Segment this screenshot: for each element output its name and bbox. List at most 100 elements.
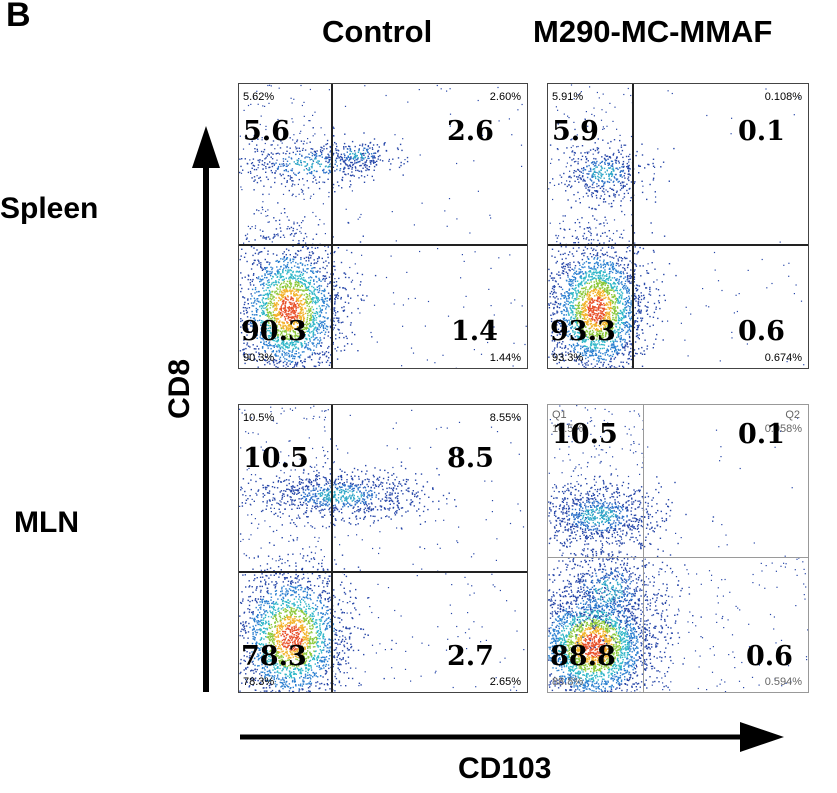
event-dot [305,343,307,345]
event-dot [322,169,324,172]
event-dot [363,164,366,167]
event-dot [597,239,599,242]
event-dot [325,260,327,262]
event-dot [289,342,291,344]
event-dot [571,293,573,295]
event-dot [617,307,619,309]
event-dot [244,234,247,237]
event-dot [586,237,588,239]
event-dot [256,148,258,151]
event-dot [286,289,288,292]
event-dot [596,252,599,254]
event-dot [240,326,242,328]
event-dot [597,298,599,301]
event-dot [614,332,616,334]
event-dot [579,317,582,319]
event-dot [306,347,309,349]
event-dot [256,90,258,92]
event-dot [264,304,266,306]
event-dot [618,265,620,267]
event-dot [304,358,306,360]
event-dot [614,303,616,305]
event-dot [598,151,600,153]
event-dot [292,348,294,351]
event-dot [617,292,619,294]
event-dot [359,160,361,163]
event-dot [262,304,265,307]
event-dot [255,309,258,312]
event-dot [347,302,350,304]
event-dot [301,282,303,284]
event-dot [334,163,336,165]
event-dot [652,347,654,349]
event-dot [284,185,287,188]
event-dot [599,294,601,296]
event-dot [595,328,598,330]
event-dot [241,158,243,160]
event-dot [634,242,636,244]
event-dot [304,161,306,163]
event-dot [593,338,596,340]
event-dot [306,268,308,270]
event-dot [294,335,296,337]
event-dot [343,272,346,274]
event-dot [258,356,260,358]
event-dot [793,293,795,295]
event-dot [590,325,593,327]
event-dot [584,282,586,284]
event-dot [267,287,270,289]
event-dot [357,294,359,297]
event-dot [593,327,595,330]
event-dot [240,255,242,257]
event-dot [604,325,607,328]
event-dot [585,351,587,353]
event-dot [320,325,323,327]
event-dot [596,219,598,221]
event-dot [607,326,609,329]
event-dot [361,154,363,157]
event-dot [574,336,576,338]
event-dot [407,101,409,103]
event-dot [298,355,301,358]
event-dot [271,267,274,269]
event-dot [579,353,582,356]
event-dot [687,355,689,357]
event-dot [273,346,275,348]
event-dot [668,263,671,265]
event-dot [313,329,315,331]
event-dot [310,172,313,175]
event-dot [419,154,421,156]
event-dot [656,279,658,281]
event-dot [277,144,279,146]
event-dot [312,286,315,289]
event-dot [596,343,599,345]
event-dot [287,327,289,329]
event-dot [327,335,329,337]
event-dot [576,357,579,359]
event-dot [605,312,607,314]
event-dot [370,160,373,162]
event-dot [560,320,562,322]
event-dot [561,258,563,260]
event-dot [312,330,314,332]
event-dot [383,142,385,145]
event-dot [589,305,591,308]
event-dot [288,350,290,352]
event-dot [293,256,295,258]
event-dot [766,287,768,289]
event-dot [667,90,669,92]
event-dot [592,337,594,339]
event-dot [603,328,605,330]
event-dot [298,158,300,160]
event-dot [329,146,332,148]
event-dot [264,142,266,145]
event-dot [276,259,278,262]
event-dot [286,358,288,361]
event-dot [270,85,272,87]
event-dot [320,280,322,282]
event-dot [593,257,596,259]
event-dot [300,344,302,346]
event-dot [593,281,595,283]
event-dot [329,281,332,283]
event-dot [586,304,588,306]
